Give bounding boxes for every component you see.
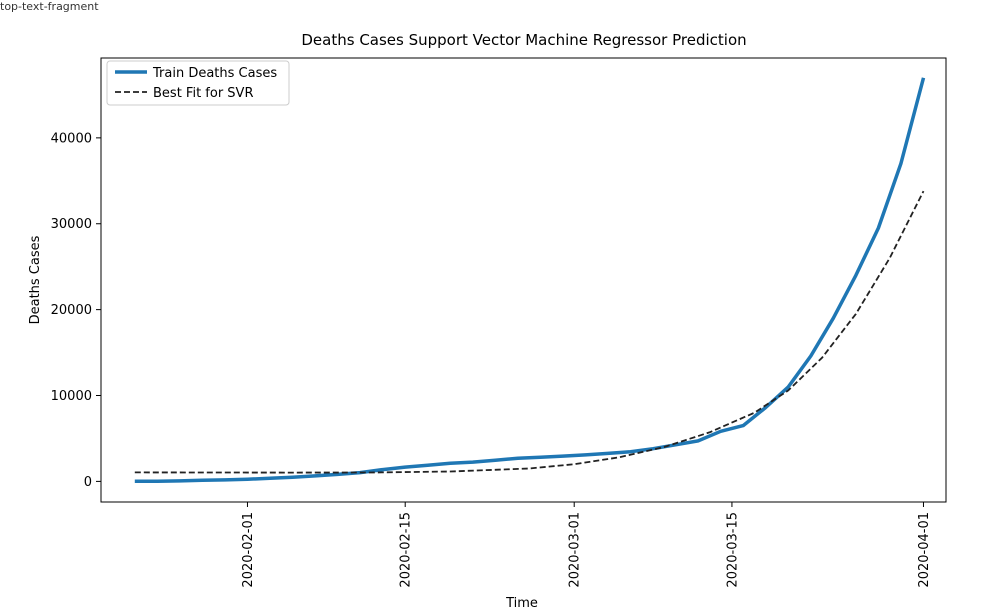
legend-box bbox=[106, 60, 290, 106]
y-axis: 0 10000 20000 30000 40000 bbox=[51, 131, 101, 490]
y-tick-label: 30000 bbox=[51, 217, 92, 232]
plot-area bbox=[100, 57, 947, 503]
legend-label-svr: Best Fit for SVR bbox=[153, 86, 253, 101]
x-axis: 2020-02-01 2020-02-15 2020-03-01 2020-03-15… bbox=[241, 502, 932, 588]
x-axis-label: Time bbox=[505, 596, 538, 611]
series-line-svr-fit bbox=[134, 190, 925, 474]
x-tick-label: 2020-03-15 bbox=[725, 512, 740, 588]
y-axis-label: Deaths Cases bbox=[28, 235, 43, 324]
x-tick-label: 2020-02-01 bbox=[241, 512, 256, 588]
chart-title: Deaths Cases Support Vector Machine Regr… bbox=[301, 31, 746, 49]
series-layer bbox=[134, 77, 926, 483]
y-tick-label: 20000 bbox=[51, 303, 92, 318]
y-tick-label: 10000 bbox=[51, 389, 92, 404]
series-line-train bbox=[134, 77, 926, 483]
top-text-fragment: top-text-fragment bbox=[0, 0, 99, 13]
legend-label-train: Train Deaths Cases bbox=[152, 66, 277, 81]
y-tick-label: 0 bbox=[84, 475, 92, 490]
y-tick-label: 40000 bbox=[51, 131, 92, 146]
x-tick-label: 2020-04-01 bbox=[917, 512, 932, 588]
x-tick-label: 2020-02-15 bbox=[399, 512, 414, 588]
x-tick-label: 2020-03-01 bbox=[568, 512, 583, 588]
legend: Train Deaths Cases Best Fit for SVR bbox=[106, 60, 290, 106]
